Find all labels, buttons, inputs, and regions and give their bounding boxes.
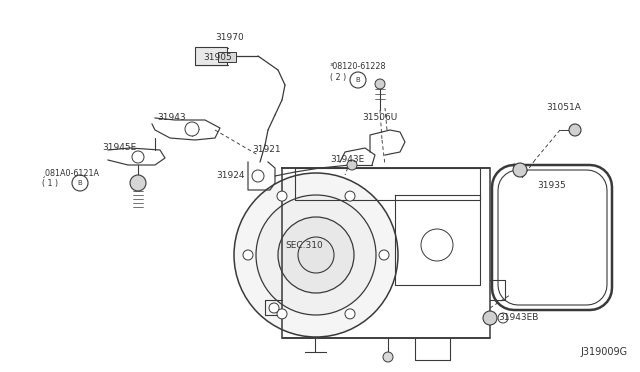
Circle shape: [345, 191, 355, 201]
Circle shape: [383, 352, 393, 362]
Text: 31935: 31935: [537, 180, 566, 189]
Bar: [195, 47, 227, 65]
Circle shape: [277, 309, 287, 319]
Text: 31943: 31943: [157, 112, 186, 122]
Text: ³08120-61228
( 2 ): ³08120-61228 ( 2 ): [330, 62, 387, 82]
Text: J319009G: J319009G: [580, 347, 627, 357]
Circle shape: [483, 311, 497, 325]
Circle shape: [252, 170, 264, 182]
Text: B: B: [356, 77, 360, 83]
Text: ¸081A0-6121A
( 1 ): ¸081A0-6121A ( 1 ): [42, 168, 100, 188]
Circle shape: [569, 124, 581, 136]
Circle shape: [277, 191, 287, 201]
Bar: [218, 52, 236, 62]
Circle shape: [234, 173, 398, 337]
Circle shape: [345, 309, 355, 319]
Text: 31943EB: 31943EB: [498, 314, 538, 323]
Circle shape: [130, 175, 146, 191]
Circle shape: [421, 229, 453, 261]
Circle shape: [375, 79, 385, 89]
Circle shape: [350, 72, 366, 88]
Text: SEC.310: SEC.310: [285, 241, 323, 250]
Text: 31921: 31921: [252, 145, 280, 154]
Circle shape: [298, 237, 334, 273]
Circle shape: [243, 250, 253, 260]
Text: 31943E: 31943E: [330, 155, 364, 164]
Circle shape: [498, 313, 508, 323]
Circle shape: [278, 217, 354, 293]
Circle shape: [256, 195, 376, 315]
Text: 31945E: 31945E: [102, 144, 136, 153]
Circle shape: [347, 160, 357, 170]
Circle shape: [72, 175, 88, 191]
Circle shape: [269, 303, 279, 313]
Circle shape: [185, 122, 199, 136]
Text: 31905: 31905: [203, 54, 232, 62]
Text: 31506U: 31506U: [362, 113, 397, 122]
Text: 31051A: 31051A: [546, 103, 581, 112]
Circle shape: [513, 163, 527, 177]
Circle shape: [132, 151, 144, 163]
Text: B: B: [77, 180, 83, 186]
Text: 31970: 31970: [215, 33, 244, 42]
Text: 31924: 31924: [216, 170, 244, 180]
Circle shape: [379, 250, 389, 260]
